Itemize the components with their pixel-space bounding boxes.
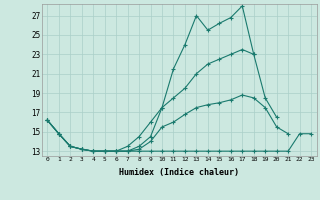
- X-axis label: Humidex (Indice chaleur): Humidex (Indice chaleur): [119, 168, 239, 177]
